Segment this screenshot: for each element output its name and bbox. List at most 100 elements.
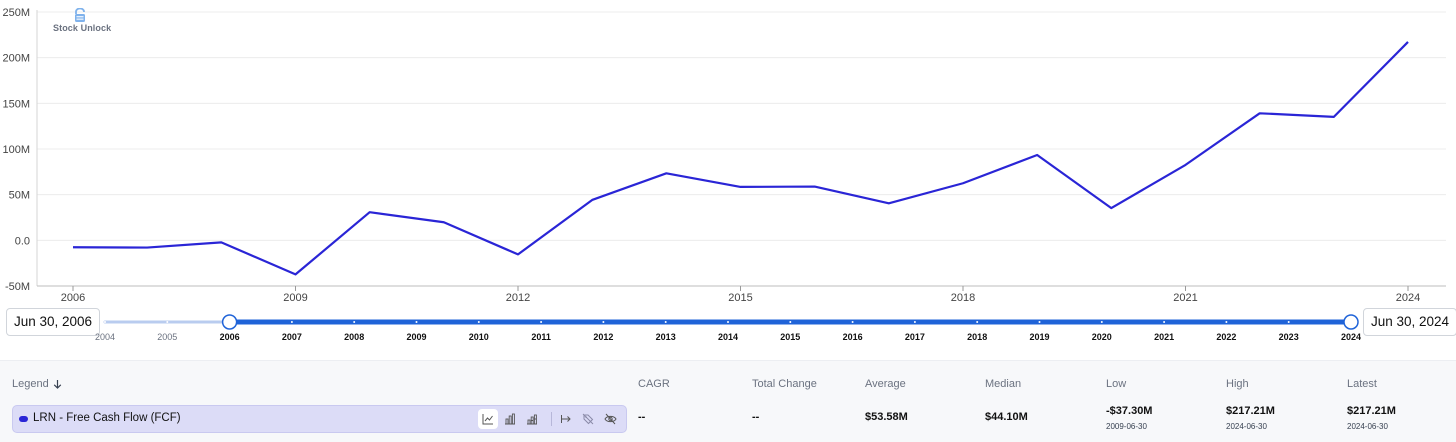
slider-year-label: 2017 xyxy=(905,332,925,342)
slider-year-dot xyxy=(1163,321,1166,323)
y-tick-label: -50M xyxy=(5,281,30,293)
y-tick-label: 50M xyxy=(9,190,30,202)
series-color-swatch xyxy=(19,416,28,422)
latest-date: 2024-06-30 xyxy=(1347,422,1388,431)
bar-chart-type-button[interactable] xyxy=(500,409,520,429)
high-value: $217.21M xyxy=(1226,405,1275,417)
y-tick-label: 250M xyxy=(2,7,30,19)
x-tick-label: 2009 xyxy=(283,292,307,304)
slider-year-dot xyxy=(1038,321,1041,323)
slider-year-dot xyxy=(789,321,792,323)
legend-stats-panel: Legend CAGR Total Change Average Median … xyxy=(0,360,1456,442)
slider-year-label: 2004 xyxy=(95,332,115,342)
date-range-selector: Jun 30, 2006 2004 2005 2006 2007 2008 2009 201… xyxy=(0,306,1456,354)
slider-year-dot xyxy=(976,321,979,323)
total-change-value: -- xyxy=(752,411,760,423)
slider-year-dot xyxy=(664,321,667,323)
slider-year-label: 2021 xyxy=(1154,332,1174,342)
line-chart-icon xyxy=(482,414,493,425)
hide-labels-button[interactable] xyxy=(578,409,598,429)
slider-year-label: 2015 xyxy=(780,332,800,342)
slider-year-label: 2006 xyxy=(220,332,240,342)
legend-header[interactable]: Legend xyxy=(12,378,62,390)
x-tick-label: 2018 xyxy=(951,292,975,304)
slider-year-label: 2007 xyxy=(282,332,302,342)
tag-off-icon xyxy=(582,413,594,425)
slider-year-label: 2023 xyxy=(1279,332,1299,342)
range-slider[interactable]: 2004 2005 2006 2007 2008 2009 2010 2011 2012 2013… xyxy=(0,306,1456,354)
slider-year-dot xyxy=(353,321,356,323)
slider-year-dot xyxy=(913,321,916,323)
eye-off-icon xyxy=(603,413,617,425)
x-tick-label: 2021 xyxy=(1173,292,1197,304)
slider-year-label: 2020 xyxy=(1092,332,1112,342)
hide-series-button[interactable] xyxy=(600,409,620,429)
total-change-header: Total Change xyxy=(752,378,817,390)
high-date: 2024-06-30 xyxy=(1226,422,1267,431)
slider-year-label: 2010 xyxy=(469,332,489,342)
x-tick-label: 2024 xyxy=(1396,292,1420,304)
slider-year-dot xyxy=(602,321,605,323)
extend-line-button[interactable] xyxy=(556,409,576,429)
x-tick-label: 2015 xyxy=(728,292,752,304)
y-tick-label: 150M xyxy=(2,98,30,110)
median-header: Median xyxy=(985,378,1022,390)
low-date: 2009-06-30 xyxy=(1106,422,1147,431)
slider-year-label: 2014 xyxy=(718,332,738,342)
y-tick-label: 200M xyxy=(2,53,30,65)
low-value: -$37.30M xyxy=(1106,405,1153,417)
line-chart: 250M 200M 150M 100M 50M 0.0 -50M 2006 2009 2012 20… xyxy=(2,7,1446,304)
slider-year-label: 2009 xyxy=(406,332,426,342)
slider-year-label: 2024 xyxy=(1341,332,1361,342)
arrow-to-right-icon xyxy=(561,415,571,423)
series-row-lrn-fcf[interactable]: LRN - Free Cash Flow (FCF) xyxy=(12,405,627,433)
slider-year-dot xyxy=(104,321,106,323)
slider-year-label: 2012 xyxy=(593,332,613,342)
slider-start-handle[interactable] xyxy=(221,314,238,330)
slider-year-label: 2005 xyxy=(157,332,177,342)
x-tick-label: 2012 xyxy=(506,292,530,304)
slider-year-label: 2019 xyxy=(1029,332,1049,342)
stock-unlock-watermark: Stock Unlock xyxy=(53,8,113,33)
watermark-text: Stock Unlock xyxy=(53,23,112,33)
slider-year-dot xyxy=(415,321,418,323)
x-tick-label: 2006 xyxy=(61,292,85,304)
latest-value: $217.21M xyxy=(1347,405,1396,417)
y-tick-label: 100M xyxy=(2,144,30,156)
chart-area: 250M 200M 150M 100M 50M 0.0 -50M 2006 2009 2012 20… xyxy=(2,7,1446,304)
start-date-input[interactable]: Jun 30, 2006 xyxy=(6,308,101,336)
line-chart-type-button[interactable] xyxy=(478,409,498,429)
slider-year-dot xyxy=(1100,321,1103,323)
stacked-bar-chart-icon xyxy=(527,414,537,425)
slider-year-label: 2011 xyxy=(531,332,551,342)
slider-year-dot xyxy=(290,321,293,323)
series-name: LRN - Free Cash Flow (FCF) xyxy=(33,412,181,424)
low-header: Low xyxy=(1106,378,1127,390)
end-date-input[interactable]: Jun 30, 2024 xyxy=(1363,308,1456,336)
high-header: High xyxy=(1226,378,1249,390)
median-value: $44.10M xyxy=(985,411,1028,423)
latest-header: Latest xyxy=(1347,378,1377,390)
legend-header-label: Legend xyxy=(12,378,49,390)
slider-year-label: 2013 xyxy=(656,332,676,342)
average-header: Average xyxy=(865,378,906,390)
slider-year-label: 2018 xyxy=(967,332,987,342)
y-tick-label: 0.0 xyxy=(15,235,30,247)
slider-year-label: 2016 xyxy=(843,332,863,342)
slider-end-handle[interactable] xyxy=(1343,314,1359,330)
bar-chart-icon xyxy=(505,413,515,425)
cagr-header: CAGR xyxy=(638,378,670,390)
stock-unlock-logo-icon xyxy=(75,8,85,22)
cagr-value: -- xyxy=(638,411,646,423)
slider-year-dot xyxy=(166,321,169,323)
toolbar-divider xyxy=(551,412,552,426)
slider-year-dot xyxy=(727,321,729,323)
slider-year-dot xyxy=(477,321,480,323)
slider-year-label: 2022 xyxy=(1216,332,1236,342)
slider-year-dot xyxy=(1225,321,1228,323)
slider-year-dot xyxy=(540,321,543,323)
sort-arrow-down-icon xyxy=(53,380,61,389)
series-line-lrn-fcf[interactable] xyxy=(72,41,1409,276)
stacked-bar-type-button[interactable] xyxy=(522,409,542,429)
slider-year-dot xyxy=(1287,321,1290,323)
